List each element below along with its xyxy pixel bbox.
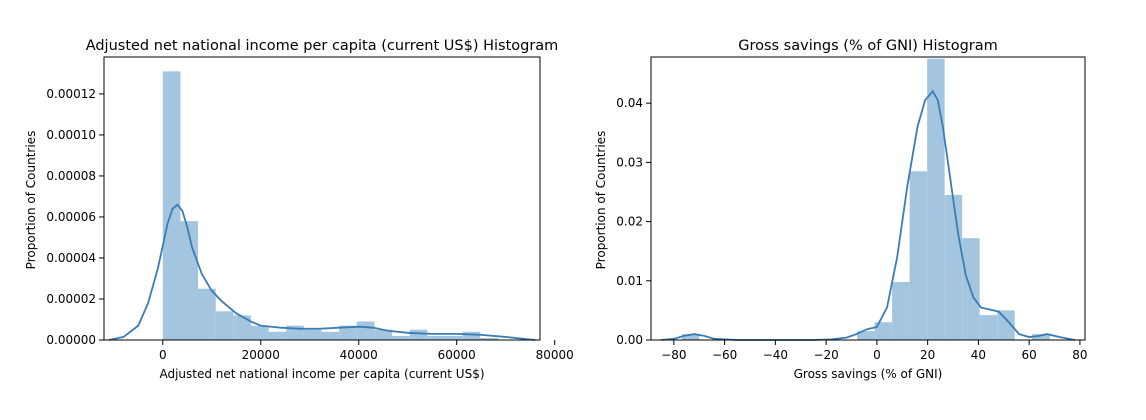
income-axes-frame <box>103 56 541 341</box>
savings-y-tick-label: 0.04 <box>616 96 643 110</box>
income-histogram-bar <box>233 315 251 340</box>
savings-x-axis-label: Gross savings (% of GNI) <box>794 367 943 381</box>
income-histogram-bar <box>321 331 340 340</box>
income-kde-line <box>108 203 536 341</box>
savings-histogram-bar <box>909 171 928 340</box>
income-y-tick-label: 0.00010 <box>46 128 96 142</box>
savings-histogram-bar <box>874 322 893 340</box>
savings-histogram-bar <box>681 334 700 340</box>
savings-x-tick-label: 0 <box>873 348 881 362</box>
savings-x-tick-label: 20 <box>920 348 935 362</box>
savings-x-tick-label: −80 <box>661 348 686 362</box>
income-x-tick-label: 80000 <box>536 348 574 362</box>
savings-y-tick-label: 0.00 <box>616 333 643 347</box>
savings-x-tick-label: 40 <box>971 348 986 362</box>
savings-histogram-panel: Gross savings (% of GNI) Histogram Gross… <box>594 38 1088 381</box>
income-histogram-bar <box>427 335 445 340</box>
savings-x-tick-label: 60 <box>1022 348 1037 362</box>
income-histogram-bar <box>198 288 216 340</box>
savings-histogram-bar <box>892 281 910 340</box>
income-histogram-bar <box>409 329 428 340</box>
income-y-tick-label: 0.00008 <box>46 169 96 183</box>
income-histogram-bar <box>462 331 481 340</box>
income-histogram-bar <box>250 325 269 340</box>
savings-histogram-bar <box>944 194 963 340</box>
income-y-tick-label: 0.00004 <box>46 251 96 265</box>
income-y-tick-label: 0.00000 <box>46 333 96 347</box>
income-histogram-bar <box>162 71 181 341</box>
savings-y-tick-label: 0.01 <box>616 274 643 288</box>
income-x-tick-label: 60000 <box>438 348 476 362</box>
savings-histogram-bar <box>927 58 945 340</box>
savings-histogram-bar <box>997 310 1015 340</box>
income-y-tick-label: 0.00006 <box>46 210 96 224</box>
income-histogram-bar <box>374 329 393 340</box>
income-histogram-bar <box>215 311 234 340</box>
income-y-axis-label: Proportion of Countries <box>24 131 38 270</box>
income-x-tick-label: 0 <box>159 348 167 362</box>
income-histogram-panel: Adjusted net national income per capita … <box>24 38 574 381</box>
income-x-tick-label: 40000 <box>340 348 378 362</box>
savings-kde-line <box>661 89 1076 341</box>
income-histogram-bar <box>356 321 375 340</box>
income-histogram-bar <box>303 329 322 340</box>
income-x-tick-label: 20000 <box>242 348 280 362</box>
savings-histogram-bar <box>979 315 998 340</box>
income-x-axis-label: Adjusted net national income per capita … <box>159 367 484 381</box>
income-histogram-bar <box>268 331 287 340</box>
savings-x-tick-label: −20 <box>813 348 838 362</box>
income-y-tick-label: 0.00002 <box>46 292 96 306</box>
income-histogram-bar <box>480 337 498 340</box>
savings-histogram-bar <box>857 331 875 340</box>
savings-x-tick-label: −40 <box>763 348 788 362</box>
savings-y-axis-label: Proportion of Countries <box>594 131 608 270</box>
income-histogram-bar <box>339 325 357 340</box>
savings-x-tick-label: 80 <box>1072 348 1087 362</box>
savings-chart-title: Gross savings (% of GNI) Histogram <box>738 38 998 54</box>
savings-histogram-bar <box>1032 334 1050 340</box>
savings-x-tick-label: −60 <box>712 348 737 362</box>
savings-y-tick-label: 0.02 <box>616 215 643 229</box>
income-y-tick-label: 0.00012 <box>46 87 96 101</box>
savings-axes-frame <box>650 56 1086 341</box>
income-histogram-bar <box>444 335 463 340</box>
savings-y-tick-label: 0.03 <box>616 155 643 169</box>
income-histogram-bar <box>392 335 410 340</box>
income-chart-title: Adjusted net national income per capita … <box>86 38 559 54</box>
